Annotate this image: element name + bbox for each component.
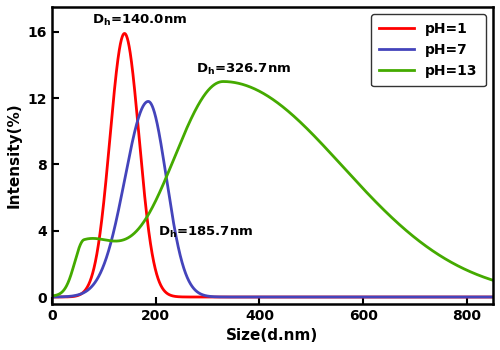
Text: $\mathbf{D_h}$=185.7nm: $\mathbf{D_h}$=185.7nm: [158, 225, 254, 240]
Text: $\mathbf{D_h}$=326.7nm: $\mathbf{D_h}$=326.7nm: [196, 62, 292, 77]
pH=13: [72, 261, 78, 265]
pH=13: [49, 294, 55, 298]
pH=1: [384, 295, 390, 299]
pH=7: [145, 99, 151, 104]
pH=7: [72, 294, 78, 298]
pH=1: [122, 32, 128, 36]
pH=13: [220, 79, 226, 84]
Y-axis label: Intensity(%): Intensity(%): [7, 103, 22, 208]
pH=13: [316, 139, 322, 143]
pH=7: [336, 295, 342, 299]
pH=13: [384, 211, 390, 215]
pH=13: [336, 160, 342, 164]
pH=7: [408, 295, 414, 299]
pH=13: [408, 232, 414, 237]
Text: $\mathbf{D_h}$=140.0nm: $\mathbf{D_h}$=140.0nm: [92, 13, 188, 28]
Line: pH=13: pH=13: [52, 82, 500, 296]
pH=7: [212, 295, 218, 299]
pH=1: [336, 295, 342, 299]
pH=1: [212, 295, 218, 299]
Legend: pH=1, pH=7, pH=13: pH=1, pH=7, pH=13: [371, 14, 486, 86]
Line: pH=1: pH=1: [52, 34, 500, 297]
X-axis label: Size(d.nm): Size(d.nm): [226, 328, 318, 343]
pH=7: [316, 295, 322, 299]
Line: pH=7: pH=7: [52, 102, 500, 297]
pH=1: [72, 294, 78, 299]
pH=13: [212, 82, 218, 86]
pH=7: [49, 295, 55, 299]
pH=1: [49, 295, 55, 299]
pH=7: [384, 295, 390, 299]
pH=1: [316, 295, 322, 299]
pH=1: [408, 295, 414, 299]
